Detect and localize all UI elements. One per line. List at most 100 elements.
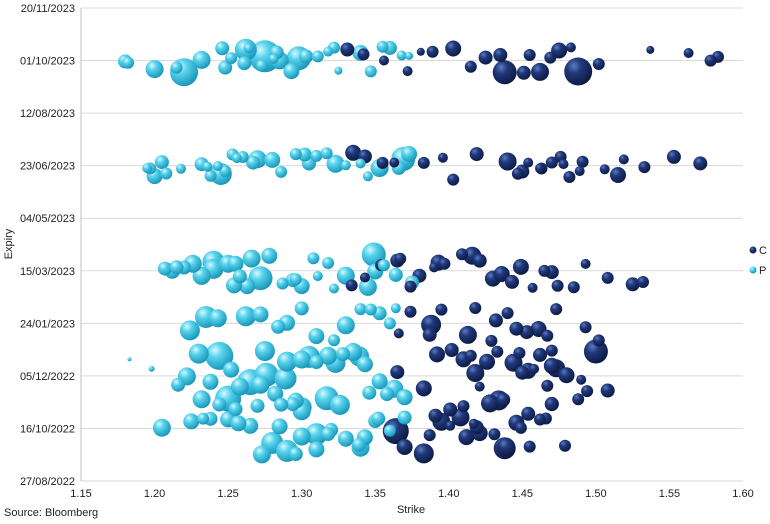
put-bubble (322, 257, 335, 269)
call-bubble (558, 159, 569, 170)
call-bubble (581, 385, 594, 398)
call-bubble (704, 54, 717, 67)
x-tick-label: 1.40 (438, 488, 459, 500)
put-bubble (242, 249, 261, 268)
put-bubble (202, 161, 213, 172)
put-bubble (252, 306, 269, 323)
call-bubble (481, 394, 499, 413)
put-bubble (307, 252, 320, 265)
x-tick-label: 1.60 (732, 488, 753, 500)
call-bubble (618, 154, 629, 165)
call-bubble (505, 274, 519, 289)
put-bubble (319, 346, 338, 365)
put-bubble (230, 377, 249, 396)
call-bubble (474, 381, 485, 392)
put-bubble (383, 424, 396, 437)
call-bubble (545, 156, 558, 169)
x-tick-label: 1.35 (365, 488, 386, 500)
put-bubble (154, 155, 169, 170)
put-bubble (329, 283, 339, 294)
x-tick-label: 1.45 (512, 488, 533, 500)
x-tick-label: 1.20 (144, 488, 165, 500)
call-bubble (457, 400, 470, 413)
put-bubble (352, 437, 366, 452)
put-bubble (364, 303, 377, 316)
call-bubble (550, 303, 563, 316)
put-bubble (294, 301, 309, 316)
call-bubble (445, 40, 462, 57)
put-bubble (326, 154, 345, 173)
call-bubble (516, 65, 531, 80)
call-bubble (443, 402, 458, 417)
call-bubble (600, 383, 615, 398)
call-bubble (538, 264, 551, 277)
put-bubble (192, 390, 211, 409)
call-bubble (496, 392, 511, 407)
call-bubble (599, 164, 610, 175)
put-bubble (243, 43, 254, 54)
put-bubble (299, 49, 314, 64)
put-bubble (371, 373, 388, 390)
call-bubble (404, 305, 417, 318)
x-tick-label: 1.15 (70, 488, 91, 500)
call-bubble (535, 163, 545, 174)
call-bubble (576, 155, 589, 168)
put-bubble (310, 149, 323, 162)
put-bubble (329, 394, 350, 415)
put-bubble (337, 430, 354, 447)
call-bubble (393, 328, 404, 339)
put-bubble (254, 341, 275, 361)
call-bubble (488, 313, 503, 328)
call-bubble (541, 379, 554, 392)
call-bubble (514, 421, 527, 434)
put-bubble (204, 169, 217, 182)
y-tick-label: 24/01/2023 (20, 318, 75, 330)
put-bubble (228, 402, 243, 417)
call-bubble (479, 353, 495, 370)
call-bubble (413, 443, 434, 464)
call-bubble (567, 281, 580, 294)
call-bubble (511, 167, 524, 180)
put-bubble (225, 52, 238, 65)
legend-label-p: P (759, 265, 766, 277)
call-bubble (501, 307, 514, 320)
call-bubble (437, 152, 448, 163)
put-bubble (340, 160, 351, 171)
put-bubble (122, 56, 135, 69)
call-bubble (428, 408, 443, 423)
call-bubble (488, 428, 501, 441)
put-bubble (355, 158, 366, 169)
put-bubble (277, 351, 297, 372)
y-tick-label: 15/03/2023 (20, 266, 75, 278)
put-bubble (246, 155, 261, 170)
put-bubble (152, 418, 171, 437)
call-bubble (541, 329, 554, 342)
call-bubble (376, 156, 389, 169)
call-bubble (512, 258, 529, 275)
put-bubble (192, 50, 211, 69)
call-bubble (580, 258, 591, 269)
y-tick-labels: 20/11/2023 01/10/2023 12/08/2023 23/06/2023… (20, 3, 75, 488)
call-bubble (345, 144, 362, 161)
put-bubble (312, 271, 323, 282)
put-bubble (215, 41, 230, 56)
legend: C P (749, 245, 767, 277)
put-bubble (305, 423, 328, 446)
put-bubble (362, 171, 373, 182)
put-bubble (335, 347, 350, 362)
put-bubble (401, 146, 418, 162)
call-bubble (544, 397, 559, 412)
put-bubble (230, 415, 247, 432)
put-bubble (289, 273, 302, 286)
put-bubble (321, 427, 336, 441)
call-bubble (551, 279, 564, 292)
call-bubble (544, 51, 557, 64)
put-bubble (285, 397, 300, 412)
put-bubble (250, 398, 265, 413)
call-bubble (666, 149, 681, 164)
call-bubble (469, 302, 482, 314)
put-bubble (308, 441, 325, 458)
call-bubble (357, 48, 370, 61)
y-tick-label: 01/10/2023 (20, 56, 75, 68)
call-bubble (563, 171, 576, 183)
